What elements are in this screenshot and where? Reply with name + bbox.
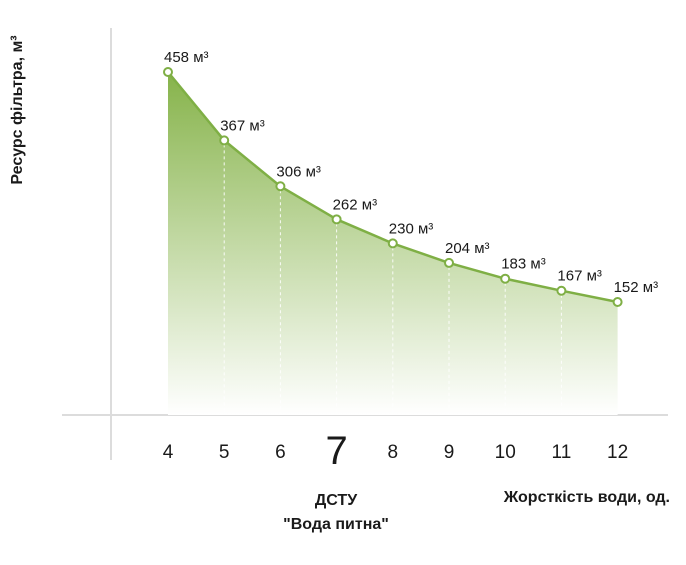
data-point bbox=[163, 67, 173, 78]
data-point bbox=[331, 214, 342, 225]
x-tick-label: 8 bbox=[388, 442, 399, 463]
data-label: 230 м³ bbox=[389, 220, 434, 237]
data-label: 167 м³ bbox=[557, 268, 602, 285]
data-point bbox=[500, 273, 511, 284]
data-label: 367 м³ bbox=[220, 117, 265, 134]
x-tick-label: 11 bbox=[552, 442, 572, 463]
data-label: 204 м³ bbox=[445, 240, 490, 257]
data-label: 152 м³ bbox=[614, 279, 659, 296]
dstu-annotation: ДСТУ "Вода питна" bbox=[256, 489, 416, 537]
dstu-line-1: ДСТУ bbox=[314, 492, 358, 509]
y-axis-label: Ресурс фільтра, м³ bbox=[9, 35, 26, 185]
x-axis-label: Жорсткість води, од. bbox=[503, 489, 670, 506]
data-point bbox=[444, 257, 454, 268]
dstu-line-2: "Вода питна" bbox=[283, 516, 389, 533]
data-label: 458 м³ bbox=[164, 49, 209, 66]
x-tick-label: 4 bbox=[163, 442, 174, 463]
x-tick-label: 10 bbox=[495, 442, 516, 463]
data-point bbox=[556, 285, 567, 296]
data-label: 262 м³ bbox=[333, 196, 378, 213]
x-tick-label: 9 bbox=[444, 442, 455, 463]
data-point bbox=[387, 238, 398, 249]
data-point bbox=[275, 181, 286, 192]
data-point bbox=[219, 135, 230, 146]
x-tick-label: 7 bbox=[325, 429, 347, 473]
data-label: 306 м³ bbox=[276, 163, 321, 180]
data-label: 183 м³ bbox=[501, 256, 546, 273]
x-tick-label: 12 bbox=[607, 442, 628, 463]
x-tick-label: 5 bbox=[219, 442, 230, 463]
x-tick-label: 6 bbox=[275, 442, 286, 463]
data-point bbox=[612, 297, 623, 307]
